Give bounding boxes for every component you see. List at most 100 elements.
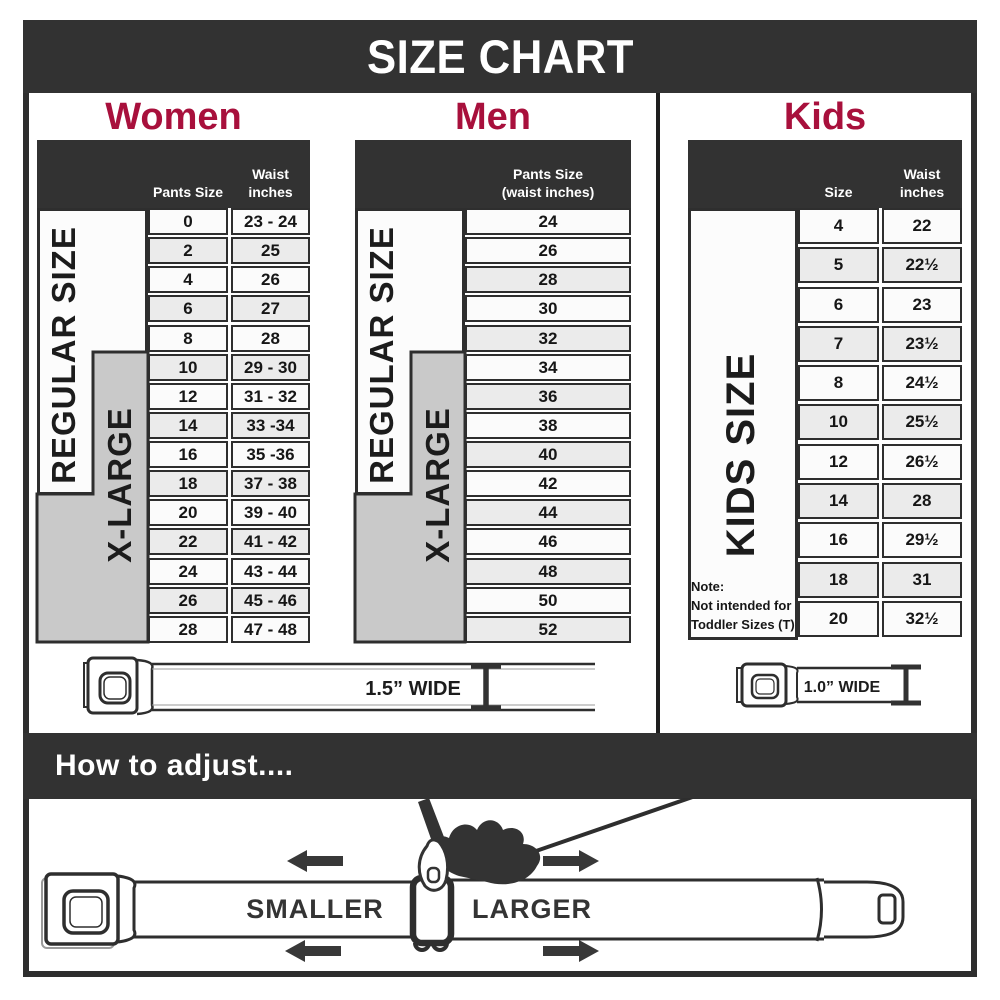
kids-note-line2: Not intended for (691, 598, 792, 613)
women-table-header (37, 140, 310, 208)
women-waist-cell: 23 - 24 (231, 208, 310, 235)
women-waist-cell: 45 - 46 (231, 587, 310, 614)
kids-size-cell: 20 (798, 601, 879, 637)
men-heading: Men (455, 96, 531, 138)
kids-heading: Kids (783, 96, 867, 138)
men-size-cell: 28 (465, 266, 631, 293)
women-size-cell: 20 (148, 499, 228, 526)
adult-belt-width-label: 1.5” WIDE (365, 678, 461, 700)
women-xlarge-panel (35, 350, 150, 644)
kids-col-size: Size (824, 184, 853, 200)
women-size-cell: 28 (148, 616, 228, 643)
adjust-illustration (41, 798, 905, 962)
arrow-left-icon (285, 940, 341, 962)
women-size-cell: 0 (148, 208, 228, 235)
women-size-cell: 26 (148, 587, 228, 614)
men-size-cell: 50 (465, 587, 631, 614)
men-size-cell: 36 (465, 383, 631, 410)
section-divider (656, 93, 660, 733)
women-waist-cell: 27 (231, 295, 310, 322)
kids-col-waist-line2: inches (899, 184, 945, 200)
kids-table-header (688, 140, 962, 208)
kids-waist-cell: 23½ (882, 326, 962, 362)
women-size-cell: 6 (148, 295, 228, 322)
men-table-header (355, 140, 631, 208)
women-size-cell: 10 (148, 354, 228, 381)
women-size-cell: 2 (148, 237, 228, 264)
men-size-cell: 48 (465, 558, 631, 585)
women-regular-label: REGULAR SIZE (45, 226, 82, 484)
women-size-cell: 22 (148, 528, 228, 555)
women-waist-cell: 29 - 30 (231, 354, 310, 381)
women-size-cell: 18 (148, 470, 228, 497)
women-waist-cell: 35 -36 (231, 441, 310, 468)
women-col-pants-size: Pants Size (152, 184, 224, 200)
men-size-cell: 42 (465, 470, 631, 497)
men-size-cell: 26 (465, 237, 631, 264)
men-col-line2: (waist inches) (501, 184, 595, 200)
kids-col-waist-line1: Waist (903, 166, 941, 182)
kids-waist-cell: 29½ (882, 522, 962, 558)
men-size-cell: 40 (465, 441, 631, 468)
kids-waist-cell: 23 (882, 287, 962, 323)
adult-belt-illustration: 1.5” WIDE (83, 656, 595, 716)
kids-belt-illustration: 1.0” WIDE (736, 662, 921, 708)
kids-size-cell: 14 (798, 483, 879, 519)
women-waist-cell: 47 - 48 (231, 616, 310, 643)
kids-size-cell: 12 (798, 444, 879, 480)
men-size-cell: 30 (465, 295, 631, 322)
kids-waist-cell: 24½ (882, 365, 962, 401)
women-waist-cell: 39 - 40 (231, 499, 310, 526)
kids-size-panel (688, 208, 798, 640)
kids-note-line1: Note: (691, 579, 725, 594)
kids-waist-cell: 22 (882, 208, 962, 244)
kids-waist-cell: 32½ (882, 601, 962, 637)
kids-belt-width-label: 1.0” WIDE (804, 679, 881, 696)
women-waist-cell: 43 - 44 (231, 558, 310, 585)
women-col-waist-line1: Waist (252, 166, 289, 182)
kids-size-cell: 7 (798, 326, 879, 362)
kids-size-cell: 10 (798, 404, 879, 440)
women-waist-cell: 26 (231, 266, 310, 293)
women-waist-cell: 25 (231, 237, 310, 264)
men-xlarge-panel (353, 350, 467, 644)
kids-waist-cell: 22½ (882, 247, 962, 283)
men-size-cell: 32 (465, 325, 631, 352)
men-xlarge-label: X-LARGE (419, 407, 456, 563)
arrow-right-icon (543, 850, 599, 872)
kids-size-cell: 4 (798, 208, 879, 244)
women-size-cell: 24 (148, 558, 228, 585)
women-waist-cell: 33 -34 (231, 412, 310, 439)
kids-size-cell: 16 (798, 522, 879, 558)
hand-icon (417, 798, 541, 892)
adjust-heading: How to adjust.... (55, 749, 294, 782)
buckle-clamp-icon (117, 874, 137, 944)
page-title: SIZE CHART (366, 30, 634, 83)
men-size-cell: 24 (465, 208, 631, 235)
buckle-clamp-icon (136, 658, 154, 716)
women-waist-cell: 41 - 42 (231, 528, 310, 555)
kids-waist-cell: 28 (882, 483, 962, 519)
men-size-cell: 38 (465, 412, 631, 439)
women-heading: Women (105, 96, 242, 138)
men-size-cell: 52 (465, 616, 631, 643)
women-col-waist-line2: inches (248, 184, 293, 200)
women-waist-cell: 37 - 38 (231, 470, 310, 497)
buckle-clamp-icon (785, 665, 799, 705)
men-size-cell: 46 (465, 528, 631, 555)
kids-note: Note: Not intended for Toddler Sizes (T) (691, 577, 797, 634)
men-size-cell: 34 (465, 354, 631, 381)
larger-label: LARGER (472, 894, 592, 924)
smaller-label: SMALLER (246, 894, 384, 924)
width-marker-icon (471, 663, 501, 711)
women-waist-cell: 28 (231, 325, 310, 352)
men-col-line1: Pants Size (512, 166, 584, 182)
women-xlarge-label: X-LARGE (101, 407, 138, 563)
women-size-cell: 4 (148, 266, 228, 293)
women-waist-cell: 31 - 32 (231, 383, 310, 410)
women-size-cell: 12 (148, 383, 228, 410)
kids-size-cell: 18 (798, 562, 879, 598)
arrow-left-icon (287, 850, 343, 872)
kids-size-cell: 5 (798, 247, 879, 283)
